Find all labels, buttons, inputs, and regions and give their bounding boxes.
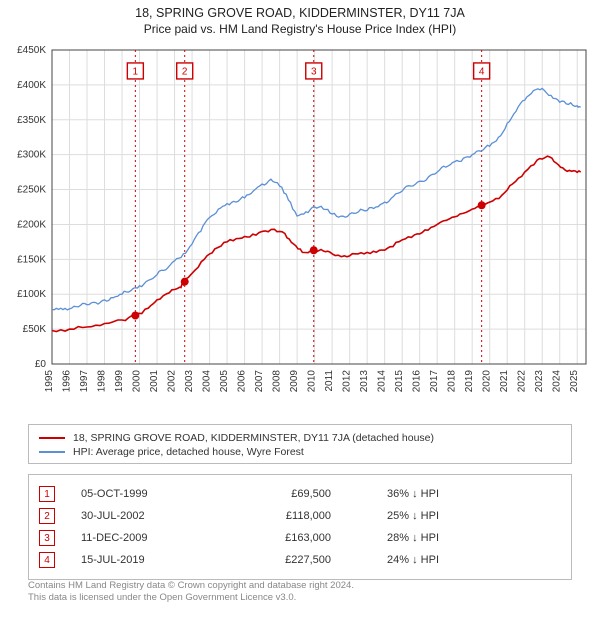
svg-text:2008: 2008 [272, 370, 283, 393]
svg-text:2001: 2001 [149, 370, 160, 393]
svg-text:1999: 1999 [114, 370, 125, 393]
svg-text:£250K: £250K [17, 185, 46, 196]
sale-badge: 4 [39, 552, 55, 568]
sale-date: 11-DEC-2009 [63, 532, 213, 544]
svg-text:1995: 1995 [44, 370, 55, 393]
svg-text:£300K: £300K [17, 150, 46, 161]
svg-text:2022: 2022 [517, 370, 528, 393]
sale-price: £118,000 [221, 510, 331, 522]
page-container: 18, SPRING GROVE ROAD, KIDDERMINSTER, DY… [0, 0, 600, 620]
svg-text:2018: 2018 [447, 370, 458, 393]
sale-delta: 28% ↓ HPI [339, 532, 439, 544]
svg-text:1998: 1998 [97, 370, 108, 393]
svg-text:£100K: £100K [17, 289, 46, 300]
legend-label: 18, SPRING GROVE ROAD, KIDDERMINSTER, DY… [73, 432, 434, 444]
svg-text:2011: 2011 [324, 370, 335, 392]
svg-text:2005: 2005 [219, 370, 230, 393]
legend-row: HPI: Average price, detached house, Wyre… [39, 445, 561, 459]
svg-text:2012: 2012 [342, 370, 353, 393]
page-subtitle: Price paid vs. HM Land Registry's House … [0, 20, 600, 36]
sale-date: 15-JUL-2019 [63, 554, 213, 566]
svg-text:1: 1 [133, 66, 139, 77]
svg-text:£50K: £50K [23, 324, 47, 335]
svg-text:1997: 1997 [79, 370, 90, 393]
sale-row: 3 11-DEC-2009 £163,000 28% ↓ HPI [39, 527, 561, 549]
price-chart: £0 £50K £100K £150K £200K £250K £300K £350K £400… [6, 44, 594, 414]
legend-swatch [39, 451, 65, 453]
legend-row: 18, SPRING GROVE ROAD, KIDDERMINSTER, DY… [39, 431, 561, 445]
sale-row: 1 05-OCT-1999 £69,500 36% ↓ HPI [39, 483, 561, 505]
sale-price: £163,000 [221, 532, 331, 544]
svg-text:2002: 2002 [167, 370, 178, 393]
sale-marker-dot [478, 201, 486, 209]
svg-text:2023: 2023 [534, 370, 545, 393]
svg-text:2015: 2015 [394, 370, 405, 393]
svg-text:2024: 2024 [552, 370, 563, 393]
sale-badge: 3 [39, 530, 55, 546]
sale-marker-dot [310, 246, 318, 254]
svg-text:£150K: £150K [17, 254, 46, 265]
sale-marker-dot [131, 312, 139, 320]
sale-row: 4 15-JUL-2019 £227,500 24% ↓ HPI [39, 549, 561, 571]
svg-text:2: 2 [182, 66, 188, 77]
footer-line2: This data is licensed under the Open Gov… [28, 592, 572, 604]
legend-label: HPI: Average price, detached house, Wyre… [73, 446, 304, 458]
svg-text:2010: 2010 [307, 370, 318, 393]
sale-marker-dot [181, 278, 189, 286]
sale-date: 05-OCT-1999 [63, 488, 213, 500]
svg-text:2006: 2006 [237, 370, 248, 393]
page-title: 18, SPRING GROVE ROAD, KIDDERMINSTER, DY… [0, 0, 600, 20]
sale-badge: 1 [39, 486, 55, 502]
svg-text:£400K: £400K [17, 80, 46, 91]
footer-line1: Contains HM Land Registry data © Crown c… [28, 580, 572, 592]
svg-text:2014: 2014 [377, 370, 388, 393]
svg-text:2007: 2007 [254, 370, 265, 393]
sale-delta: 36% ↓ HPI [339, 488, 439, 500]
svg-text:1996: 1996 [62, 370, 73, 393]
sale-delta: 25% ↓ HPI [339, 510, 439, 522]
sale-badge: 2 [39, 508, 55, 524]
chart-svg: £0 £50K £100K £150K £200K £250K £300K £350K £400… [6, 44, 594, 414]
svg-text:3: 3 [311, 66, 317, 77]
svg-text:2013: 2013 [359, 370, 370, 393]
svg-text:2009: 2009 [289, 370, 300, 393]
sale-price: £227,500 [221, 554, 331, 566]
sale-row: 2 30-JUL-2002 £118,000 25% ↓ HPI [39, 505, 561, 527]
chart-legend: 18, SPRING GROVE ROAD, KIDDERMINSTER, DY… [28, 424, 572, 464]
svg-text:2020: 2020 [482, 370, 493, 393]
svg-text:2016: 2016 [412, 370, 423, 393]
svg-text:2019: 2019 [464, 370, 475, 393]
sale-delta: 24% ↓ HPI [339, 554, 439, 566]
footer-attribution: Contains HM Land Registry data © Crown c… [28, 580, 572, 605]
sales-table: 1 05-OCT-1999 £69,500 36% ↓ HPI 2 30-JUL-2002… [28, 474, 572, 580]
svg-text:4: 4 [479, 66, 485, 77]
legend-swatch [39, 437, 65, 439]
svg-text:2004: 2004 [202, 370, 213, 393]
svg-text:£450K: £450K [17, 45, 46, 56]
svg-text:2000: 2000 [132, 370, 143, 393]
svg-text:£200K: £200K [17, 219, 46, 230]
sale-date: 30-JUL-2002 [63, 510, 213, 522]
svg-text:2003: 2003 [184, 370, 195, 393]
sale-price: £69,500 [221, 488, 331, 500]
svg-text:2017: 2017 [429, 370, 440, 393]
svg-text:£350K: £350K [17, 115, 46, 126]
svg-text:2025: 2025 [569, 370, 580, 393]
svg-text:£0: £0 [35, 359, 47, 370]
svg-text:2021: 2021 [499, 370, 510, 393]
